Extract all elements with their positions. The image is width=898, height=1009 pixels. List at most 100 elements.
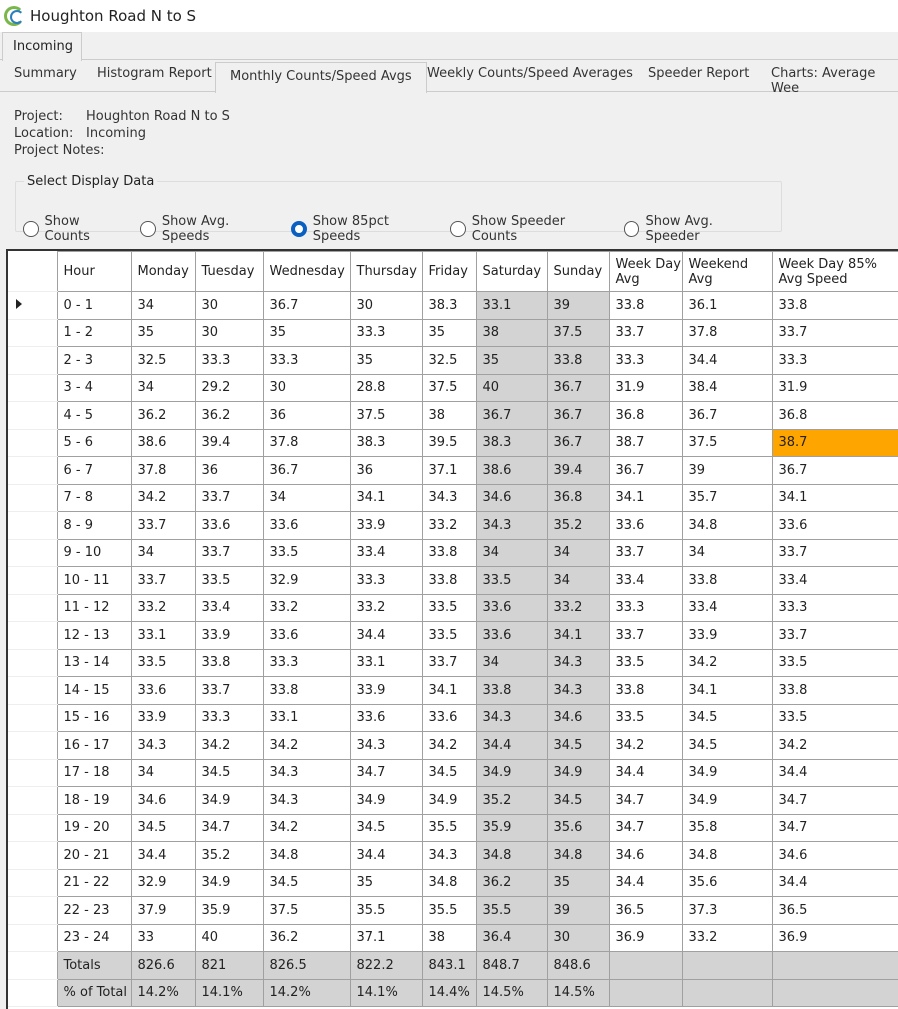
cell-friday[interactable]: 33.6 (421, 703, 477, 732)
table-row[interactable]: 7 - 8 34.2 33.7 34 34.1 34.3 34.6 36.8 34.1 35.7 3… (8, 483, 898, 512)
cell-hour[interactable]: 13 - 14 (56, 648, 132, 677)
cell-sunday[interactable]: 33.8 (546, 346, 610, 375)
table-row[interactable]: 16 - 17 34.3 34.2 34.2 34.3 34.2 34.4 34.5 34.2 3… (8, 731, 898, 760)
cell-sunday[interactable]: 33.2 (546, 593, 610, 622)
cell-monday[interactable]: 34 (130, 373, 196, 402)
cell-friday[interactable]: 33.7 (421, 648, 477, 677)
cell-weekend-avg[interactable]: 38.4 (681, 373, 773, 402)
table-row[interactable]: 6 - 7 37.8 36 36.7 36 37.1 38.6 39.4 36.7 39 36.7 (8, 456, 898, 485)
cell-sunday[interactable]: 36.7 (546, 401, 610, 430)
cell-week-day-avg[interactable]: 33.7 (608, 538, 683, 567)
cell-week-day-85-avg-speed[interactable]: 36.5 (771, 896, 898, 925)
cell-friday[interactable]: 38 (421, 923, 477, 952)
table-row[interactable]: 14 - 15 33.6 33.7 33.8 33.9 34.1 33.8 34.3 33.8 3… (8, 676, 898, 705)
cell-weekend-avg[interactable]: 37.8 (681, 318, 773, 347)
tab-weekly-counts-speed-averages[interactable]: Weekly Counts/Speed Averages (427, 66, 633, 81)
cell-sunday[interactable]: 36.7 (546, 428, 610, 457)
cell-friday[interactable]: 37.5 (421, 373, 477, 402)
cell-hour[interactable]: 20 - 21 (56, 841, 132, 870)
cell-hour[interactable]: 9 - 10 (56, 538, 132, 567)
cell-monday[interactable]: 34 (130, 291, 196, 320)
cell-thursday[interactable]: 34.1 (349, 483, 423, 512)
cell-thursday[interactable]: 34.5 (349, 813, 423, 842)
cell-weekend-avg[interactable]: 33.4 (681, 593, 773, 622)
cell-hour[interactable]: 14 - 15 (56, 676, 132, 705)
cell-sunday[interactable]: 34 (546, 566, 610, 595)
column-header-week-day-85-avg-speed[interactable]: Week Day 85% Avg Speed (771, 251, 898, 292)
cell-week-day-avg[interactable]: 34.7 (608, 786, 683, 815)
column-header-tuesday[interactable]: Tuesday (194, 251, 264, 292)
cell-wednesday[interactable]: 33.8 (262, 676, 351, 705)
row-selector[interactable] (8, 814, 58, 842)
cell-saturday[interactable]: 40 (475, 373, 548, 402)
cell-hour[interactable]: 11 - 12 (56, 593, 132, 622)
cell-monday[interactable]: 33.2 (130, 593, 196, 622)
cell-hour[interactable]: 18 - 19 (56, 786, 132, 815)
cell-weekend-avg[interactable]: 33.9 (681, 621, 773, 650)
cell-thursday[interactable]: 34.9 (349, 786, 423, 815)
cell-saturday[interactable]: 34.3 (475, 511, 548, 540)
cell-friday[interactable]: 37.1 (421, 456, 477, 485)
table-row[interactable]: 9 - 10 34 33.7 33.5 33.4 33.8 34 34 33.7 34 33.7 (8, 538, 898, 567)
table-row[interactable]: 3 - 4 34 29.2 30 28.8 37.5 40 36.7 31.9 38.4 31.9 (8, 373, 898, 402)
radio-circle-icon[interactable] (623, 221, 640, 237)
cell-friday[interactable]: 35 (421, 318, 477, 347)
cell-sunday[interactable]: 30 (546, 923, 610, 952)
cell-wednesday[interactable]: 32.9 (262, 566, 351, 595)
cell-thursday[interactable]: 34.4 (349, 621, 423, 650)
cell-friday[interactable]: 33.5 (421, 593, 477, 622)
cell-saturday[interactable]: 34.4 (475, 731, 548, 760)
column-header-sunday[interactable]: Sunday (546, 251, 610, 292)
cell-week-day-85-avg-speed[interactable]: 34.7 (771, 813, 898, 842)
cell-saturday[interactable]: 38.3 (475, 428, 548, 457)
cell-hour[interactable]: 2 - 3 (56, 346, 132, 375)
row-selector[interactable] (8, 319, 58, 347)
cell-weekend-avg[interactable]: 34.5 (681, 703, 773, 732)
cell-hour[interactable]: 6 - 7 (56, 456, 132, 485)
cell-friday[interactable]: 34.3 (421, 483, 477, 512)
cell-saturday[interactable]: 33.1 (475, 291, 548, 320)
cell-saturday[interactable]: 36.4 (475, 923, 548, 952)
cell-thursday[interactable]: 37.1 (349, 923, 423, 952)
row-selector[interactable] (8, 429, 58, 457)
cell-hour[interactable]: 5 - 6 (56, 428, 132, 457)
cell-week-day-85-avg-speed[interactable]: 34.7 (771, 786, 898, 815)
row-selector[interactable] (8, 621, 58, 650)
cell-monday[interactable]: 34.2 (130, 483, 196, 512)
cell-wednesday[interactable]: 35 (262, 318, 351, 347)
cell-monday[interactable]: 32.9 (130, 868, 196, 897)
cell-hour[interactable]: 21 - 22 (56, 868, 132, 897)
tab-speeder-report[interactable]: Speeder Report (648, 66, 750, 81)
cell-week-day-85-avg-speed[interactable]: 34.4 (771, 868, 898, 897)
tab-monthly-counts-speed-avgs[interactable]: Monthly Counts/Speed Avgs (215, 62, 427, 93)
cell-week-day-85-avg-speed[interactable]: 34.1 (771, 483, 898, 512)
row-selector[interactable] (8, 841, 58, 870)
cell-wednesday[interactable]: 34.5 (262, 868, 351, 897)
cell-week-day-85-avg-speed[interactable]: 33.7 (771, 621, 898, 650)
table-row[interactable]: 17 - 18 34 34.5 34.3 34.7 34.5 34.9 34.9 34.4 34.… (8, 758, 898, 787)
cell-thursday[interactable]: 35.5 (349, 896, 423, 925)
cell-week-day-85-avg-speed[interactable]: 33.5 (771, 703, 898, 732)
cell-wednesday[interactable]: 34.2 (262, 731, 351, 760)
cell-weekend-avg[interactable]: 34 (681, 538, 773, 567)
cell-friday[interactable]: 33.2 (421, 511, 477, 540)
cell-hour[interactable]: 7 - 8 (56, 483, 132, 512)
cell-saturday[interactable]: 33.8 (475, 676, 548, 705)
cell-tuesday[interactable]: 30 (194, 318, 264, 347)
cell-weekend-avg[interactable]: 34.2 (681, 648, 773, 677)
cell-monday[interactable]: 33.6 (130, 676, 196, 705)
cell-week-day-avg[interactable]: 36.9 (608, 923, 683, 952)
cell-wednesday[interactable]: 33.5 (262, 538, 351, 567)
cell-wednesday[interactable]: 33.3 (262, 648, 351, 677)
table-row[interactable]: 1 - 2 35 30 35 33.3 35 38 37.5 33.7 37.8 33.7 (8, 318, 898, 347)
cell-week-day-85-avg-speed[interactable]: 33.7 (771, 538, 898, 567)
cell-friday[interactable]: 34.3 (421, 841, 477, 870)
tab-summary[interactable]: Summary (14, 66, 77, 81)
cell-friday[interactable]: 34.5 (421, 758, 477, 787)
cell-week-day-avg[interactable]: 33.5 (608, 648, 683, 677)
cell-week-day-85-avg-speed[interactable]: 33.8 (771, 291, 898, 320)
row-selector[interactable] (8, 539, 58, 567)
cell-sunday[interactable]: 34.5 (546, 786, 610, 815)
cell-sunday[interactable]: 34.3 (546, 648, 610, 677)
cell-monday[interactable]: 34.5 (130, 813, 196, 842)
